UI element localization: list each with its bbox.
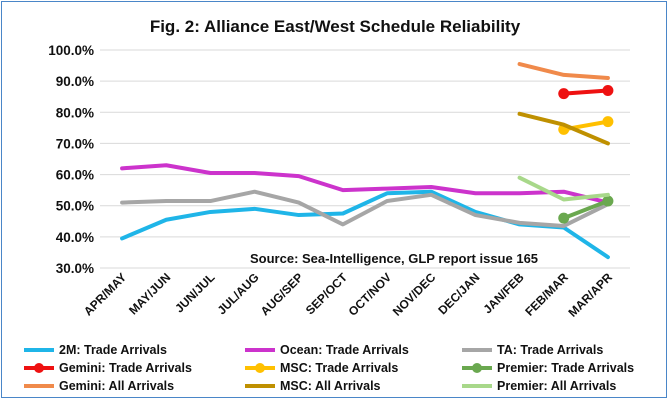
x-tick-label: JUN/JUL <box>172 270 217 315</box>
series-line <box>120 189 610 228</box>
y-tick-label: 80.0% <box>56 105 94 120</box>
legend-label: Gemini: Trade Arrivals <box>59 361 192 375</box>
y-tick-label: 70.0% <box>56 136 94 151</box>
series-5 <box>558 195 614 224</box>
legend-label: Ocean: Trade Arrivals <box>280 343 409 357</box>
legend-entry: Ocean: Trade Arrivals <box>245 343 409 357</box>
legend-label: MSC: Trade Arrivals <box>280 361 398 375</box>
data-point <box>602 195 614 207</box>
legend-label: Gemini: All Arrivals <box>59 379 174 393</box>
chart-frame: Fig. 2: Alliance East/West Schedule Reli… <box>1 1 667 398</box>
legend-entry: Gemini: All Arrivals <box>24 379 174 393</box>
y-tick-label: 60.0% <box>56 168 94 183</box>
legend-entry: MSC: Trade Arrivals <box>245 361 398 375</box>
x-tick-label: AUG/SEP <box>258 270 306 318</box>
x-tick-label: APR/MAY <box>81 270 129 318</box>
legend-entry: Premier: All Arrivals <box>462 379 616 393</box>
legend-label: Premier: All Arrivals <box>497 379 616 393</box>
x-tick-label: OCT/NOV <box>346 270 395 319</box>
y-tick-label: 40.0% <box>56 230 94 245</box>
series-7 <box>517 111 610 146</box>
x-tick-label: SEP/OCT <box>303 270 351 318</box>
legend-marker <box>255 363 265 373</box>
legend-entry: MSC: All Arrivals <box>245 379 381 393</box>
series-line <box>517 111 610 146</box>
legend-label: MSC: All Arrivals <box>280 379 381 393</box>
data-point <box>558 88 570 100</box>
data-point <box>602 84 614 96</box>
data-point <box>602 116 614 128</box>
series-line <box>120 163 610 205</box>
y-tick-label: 100.0% <box>48 43 94 58</box>
series-line <box>517 62 610 81</box>
x-tick-label: DEC/JAN <box>435 270 482 317</box>
x-tick-label: MAR/APR <box>566 270 616 320</box>
series-1 <box>120 163 610 205</box>
legend-entry: 2M: Trade Arrivals <box>24 343 167 357</box>
legend-label: TA: Trade Arrivals <box>497 343 603 357</box>
legend-label: Premier: Trade Arrivals <box>497 361 634 375</box>
legend-marker <box>34 363 44 373</box>
y-tick-label: 30.0% <box>56 261 94 276</box>
series-line <box>561 199 610 221</box>
x-tick-label: FEB/MAR <box>522 270 571 319</box>
series-3 <box>558 84 614 100</box>
line-chart: Fig. 2: Alliance East/West Schedule Reli… <box>24 17 634 393</box>
x-tick-label: NOV/DEC <box>390 270 439 319</box>
y-tick-label: 90.0% <box>56 74 94 89</box>
series-8 <box>517 175 610 202</box>
y-tick-label: 50.0% <box>56 199 94 214</box>
x-tick-label: MAY/JUN <box>126 270 173 317</box>
x-tick-label: JAN/FEB <box>480 270 526 316</box>
chart-title: Fig. 2: Alliance East/West Schedule Reli… <box>150 17 521 36</box>
legend-label: 2M: Trade Arrivals <box>59 343 167 357</box>
series-line <box>561 88 610 96</box>
series-line <box>517 175 610 202</box>
legend-entry: TA: Trade Arrivals <box>462 343 603 357</box>
legend-marker <box>472 363 482 373</box>
legend-entry: Premier: Trade Arrivals <box>462 361 634 375</box>
series-2 <box>120 189 610 228</box>
legend-entry: Gemini: Trade Arrivals <box>24 361 192 375</box>
x-tick-label: JUL/AUG <box>215 270 262 317</box>
source-annotation: Source: Sea-Intelligence, GLP report iss… <box>250 251 538 266</box>
data-point <box>558 212 570 224</box>
series-6 <box>517 62 610 81</box>
